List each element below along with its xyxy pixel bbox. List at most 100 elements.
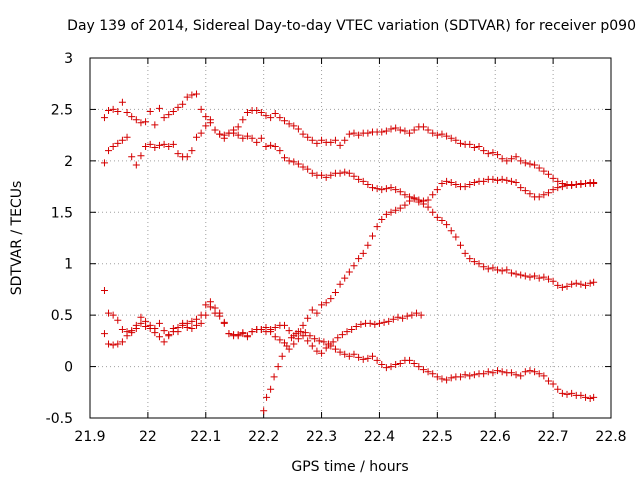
data-point-upper-a: [480, 147, 488, 155]
data-point-upper-a: [345, 130, 353, 138]
y-axis-label: SDTVAR / TECUs: [9, 181, 25, 296]
data-point-upper-b: [239, 134, 247, 142]
data-point-upper-a: [484, 150, 492, 158]
data-point-bridge: [334, 334, 342, 342]
data-point-rising: [572, 279, 580, 287]
data-point-upper-a: [267, 114, 275, 122]
x-tick-label: 22.7: [538, 429, 569, 445]
data-point-rising: [424, 203, 432, 211]
data-point-upper-b: [276, 147, 284, 155]
data-point-rising: [461, 249, 469, 257]
data-point-upper-b: [447, 178, 455, 186]
data-point-rising: [387, 208, 395, 216]
data-point-upper-b: [433, 186, 441, 194]
data-point-rising: [373, 223, 381, 231]
data-point-upper-a: [378, 128, 386, 136]
data-point-upper-a: [169, 107, 177, 115]
data-point-lower: [415, 363, 423, 371]
data-point-upper-b: [396, 188, 404, 196]
data-point-upper-b: [549, 186, 557, 194]
data-point-lower: [577, 391, 585, 399]
data-point-rising: [313, 309, 321, 317]
data-point-upper-b: [285, 157, 293, 165]
data-point-upper-b: [206, 116, 214, 124]
data-point-bridge: [412, 309, 420, 317]
data-point-lower: [146, 325, 154, 333]
data-point-rising: [118, 326, 126, 334]
data-point-rising: [568, 280, 576, 288]
data-point-rising: [197, 319, 205, 327]
y-tick-label: 2: [64, 154, 73, 170]
data-point-rising: [188, 325, 196, 333]
data-point-bridge: [283, 342, 291, 350]
data-point-lower: [174, 323, 182, 331]
data-point-rising: [507, 269, 515, 277]
data-point-upper-a: [438, 130, 446, 138]
data-point-upper-a: [410, 126, 418, 134]
data-point-lower: [239, 329, 247, 337]
data-points: [100, 90, 598, 415]
data-point-bridge: [292, 330, 300, 338]
data-point-upper-b: [114, 139, 122, 147]
data-point-lower: [128, 329, 136, 337]
data-point-upper-b: [480, 177, 488, 185]
data-point-bridge: [357, 320, 365, 328]
data-point-upper-b: [461, 183, 469, 191]
data-point-rising: [590, 278, 598, 286]
data-point-upper-b: [563, 182, 571, 190]
data-point-upper-b: [304, 165, 312, 173]
data-point-upper-b: [146, 140, 154, 148]
data-point-rising: [484, 265, 492, 273]
data-point-upper-a: [100, 114, 108, 122]
x-tick-label: 22.2: [248, 429, 279, 445]
data-point-bridge: [270, 373, 278, 381]
y-tick-label: 1.5: [51, 205, 73, 221]
data-point-lower: [225, 330, 233, 338]
data-point-upper-b: [281, 154, 289, 162]
data-point-lower: [563, 390, 571, 398]
y-tick-label: 0: [64, 360, 73, 376]
data-point-rising: [155, 319, 163, 327]
data-point-upper-a: [193, 90, 201, 98]
data-point-lower: [118, 338, 126, 346]
data-point-rising: [350, 262, 358, 270]
data-point-upper-b: [378, 186, 386, 194]
data-point-upper-b: [521, 187, 529, 195]
data-point-lower: [248, 328, 256, 336]
data-point-upper-b: [535, 193, 543, 201]
data-point-upper-a: [535, 164, 543, 172]
data-point-rising: [512, 270, 520, 278]
data-point-upper-a: [544, 170, 552, 178]
data-point-upper-b: [267, 141, 275, 149]
data-point-upper-a: [517, 157, 525, 165]
data-point-lower: [216, 309, 224, 317]
data-point-upper-a: [160, 114, 168, 122]
data-point-upper-a: [313, 139, 321, 147]
data-point-lower: [359, 355, 367, 363]
data-point-upper-a: [253, 106, 261, 114]
data-point-rising: [299, 321, 307, 329]
x-axis-label: GPS time / hours: [291, 459, 408, 475]
data-point-upper-b: [498, 175, 506, 183]
data-point-lower: [290, 340, 298, 348]
x-tick-label: 22.8: [595, 429, 626, 445]
data-point-rising: [582, 281, 590, 289]
data-point-upper-a: [475, 142, 483, 150]
data-point-upper-a: [470, 143, 478, 151]
data-point-lower: [142, 322, 150, 330]
data-point-upper-b: [494, 176, 502, 184]
data-point-rising: [327, 295, 335, 303]
data-point-lower: [544, 377, 552, 385]
data-point-lower: [220, 318, 228, 326]
data-point-upper-a: [197, 105, 205, 113]
data-point-bridge: [260, 407, 268, 415]
data-point-rising: [563, 282, 571, 290]
data-point-rising: [392, 206, 400, 214]
data-point-lower: [558, 389, 566, 397]
data-point-lower: [183, 319, 191, 327]
data-point-upper-a: [239, 116, 247, 124]
x-tick-label: 22.1: [190, 429, 221, 445]
data-point-rising: [308, 306, 316, 314]
data-point-upper-a: [406, 129, 414, 137]
data-point-upper-b: [517, 184, 525, 192]
